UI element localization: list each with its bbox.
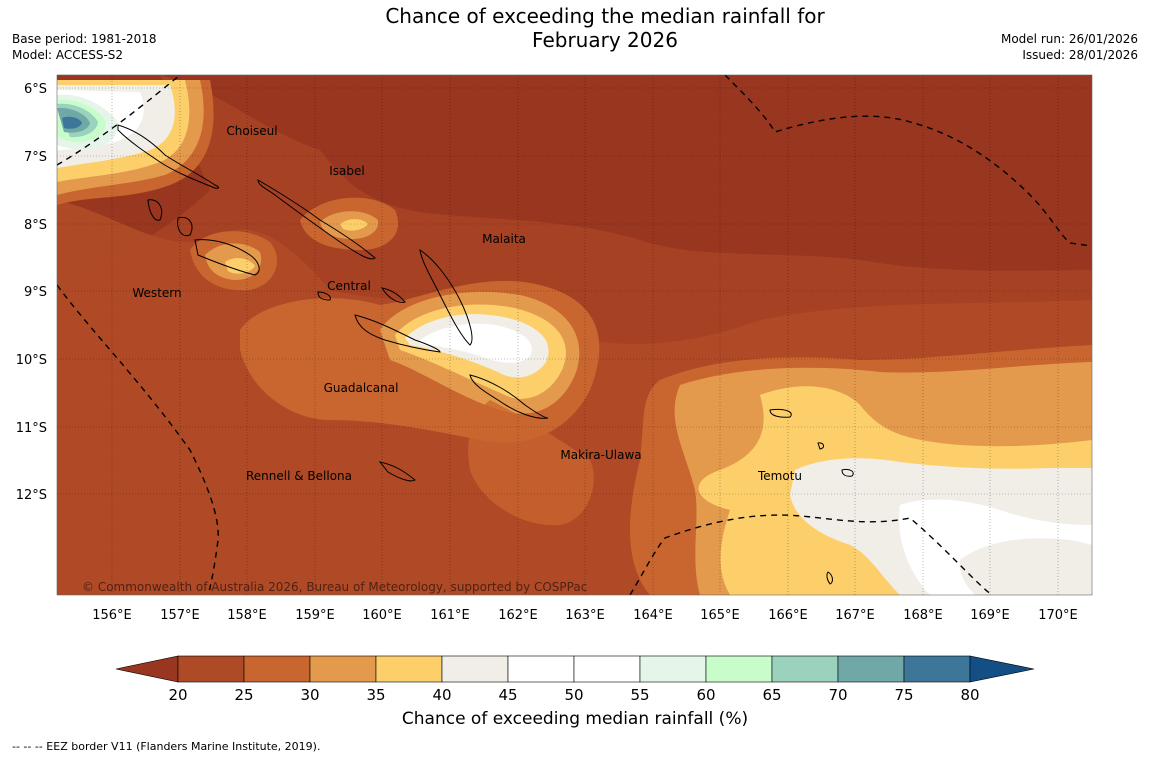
- map-title: Chance of exceeding the median rainfall …: [300, 4, 910, 52]
- longitude-labels: 156°E 157°E 158°E 159°E 160°E 161°E 162°…: [92, 608, 1078, 623]
- colorbar-tick: 30: [300, 686, 319, 704]
- lon-label: 162°E: [498, 608, 538, 623]
- colorbar-tick: 40: [432, 686, 451, 704]
- lon-label: 169°E: [970, 608, 1010, 623]
- colorbar-swatch: [639, 655, 707, 683]
- colorbar-tick: 80: [960, 686, 979, 704]
- title-line-2: February 2026: [532, 28, 678, 52]
- lon-label: 157°E: [160, 608, 200, 623]
- lon-label: 164°E: [633, 608, 673, 623]
- label-western: Western: [132, 286, 181, 300]
- colorbar-extend-high: [969, 655, 1035, 683]
- label-makira-ulawa: Makira-Ulawa: [560, 448, 641, 462]
- label-guadalcanal: Guadalcanal: [324, 381, 399, 395]
- eez-note: -- -- -- EEZ border V11 (Flanders Marine…: [12, 740, 321, 753]
- lon-label: 163°E: [565, 608, 605, 623]
- label-rennell-bellona: Rennell & Bellona: [246, 469, 352, 483]
- model-name: Model: ACCESS-S2: [12, 48, 124, 62]
- lat-label: 8°S: [24, 218, 47, 233]
- lon-label: 156°E: [92, 608, 132, 623]
- colorbar-tick: 35: [366, 686, 385, 704]
- colorbar-tick: 25: [234, 686, 253, 704]
- map-frame: [56, 74, 1093, 596]
- lon-label: 166°E: [768, 608, 808, 623]
- eez-borders: [57, 75, 1092, 595]
- colorbar-swatch: [705, 655, 773, 683]
- lat-label: 9°S: [24, 285, 47, 300]
- issued-date: Issued: 28/01/2026: [1022, 48, 1138, 62]
- label-malaita: Malaita: [482, 232, 526, 246]
- lon-label: 170°E: [1038, 608, 1078, 623]
- colorbar-tick: 75: [894, 686, 913, 704]
- lon-label: 165°E: [700, 608, 740, 623]
- colorbar-swatch: [771, 655, 839, 683]
- colorbar-swatch: [177, 655, 245, 683]
- base-period: Base period: 1981-2018: [12, 32, 157, 46]
- label-isabel: Isabel: [329, 164, 364, 178]
- colorbar-swatch: [507, 655, 575, 683]
- lon-label: 161°E: [430, 608, 470, 623]
- lon-label: 158°E: [227, 608, 267, 623]
- colorbar-tick: 50: [564, 686, 583, 704]
- colorbar-swatch: [243, 655, 311, 683]
- run-info: Model run: 26/01/2026 Issued: 28/01/2026: [1001, 31, 1138, 63]
- lat-label: 7°S: [24, 150, 47, 165]
- label-choiseul: Choiseul: [226, 124, 277, 138]
- colorbar-extend-low: [115, 655, 179, 683]
- lat-label: 6°S: [24, 82, 47, 97]
- rainfall-field: [57, 75, 1092, 595]
- lon-label: 159°E: [295, 608, 335, 623]
- colorbar-swatch: [441, 655, 509, 683]
- colorbar-title: Chance of exceeding median rainfall (%): [401, 709, 749, 729]
- colorbar-tick: 45: [498, 686, 517, 704]
- colorbar: [115, 655, 1035, 683]
- latitude-labels: 6°S 7°S 8°S 9°S 10°S 11°S 12°S: [16, 82, 47, 503]
- label-temotu: Temotu: [757, 469, 802, 483]
- colorbar-swatch: [903, 655, 971, 683]
- colorbar-tick: 70: [828, 686, 847, 704]
- copyright-notice: © Commonwealth of Australia 2026, Bureau…: [82, 580, 587, 594]
- colorbar-swatch: [573, 655, 641, 683]
- lon-label: 168°E: [903, 608, 943, 623]
- colorbar-tick: 55: [630, 686, 649, 704]
- colorbar-tick: 65: [762, 686, 781, 704]
- label-central: Central: [327, 279, 371, 293]
- lat-label: 11°S: [16, 421, 47, 436]
- lat-label: 12°S: [16, 488, 47, 503]
- lon-label: 167°E: [835, 608, 875, 623]
- lat-label: 10°S: [16, 353, 47, 368]
- lon-label: 160°E: [362, 608, 402, 623]
- model-run: Model run: 26/01/2026: [1000, 32, 1138, 46]
- coastlines: [117, 124, 854, 585]
- colorbar-tick-labels: 20 25 30 35 40 45 50 55 60 65 70 75 80: [168, 686, 979, 704]
- colorbar-tick: 60: [696, 686, 715, 704]
- model-info: Base period: 1981-2018 Model: ACCESS-S2: [12, 31, 157, 63]
- region-labels: Choiseul Isabel Malaita Central Western …: [132, 124, 802, 483]
- title-line-1: Chance of exceeding the median rainfall …: [385, 4, 825, 28]
- colorbar-tick: 20: [168, 686, 187, 704]
- colorbar-swatch: [375, 655, 443, 683]
- colorbar-swatch: [837, 655, 905, 683]
- colorbar-swatch: [309, 655, 377, 683]
